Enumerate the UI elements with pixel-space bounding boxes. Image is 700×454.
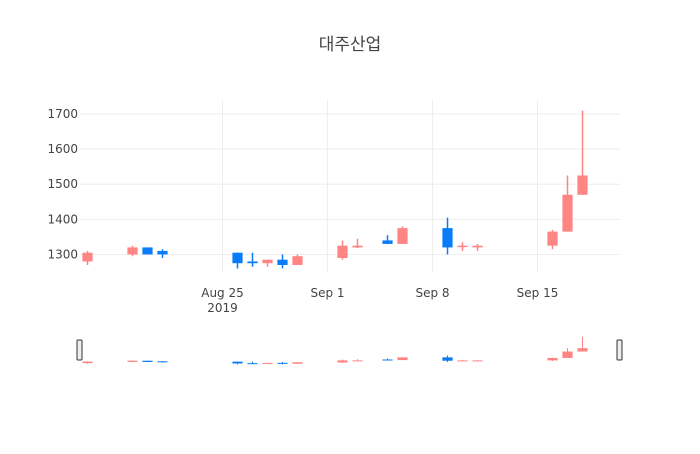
candle[interactable] [472,243,483,251]
candle[interactable] [82,250,93,265]
slider-candle-body [157,361,168,363]
y-axis: 1300 1400 1500 1600 1700 [47,107,78,261]
slider-candle [157,361,168,363]
candle-body [382,240,393,244]
candle-body [142,247,153,255]
grid [80,100,620,272]
slider-candle-body [397,357,408,361]
candle-body [127,247,138,255]
slider-candle-body [262,362,273,364]
candle[interactable] [382,235,393,244]
candle-body [247,261,258,264]
slider-right-handle[interactable] [616,339,623,361]
y-tick-label: 1600 [47,142,78,156]
candle-body [232,252,243,264]
candle[interactable] [577,110,588,195]
candle-body [457,245,468,248]
candle[interactable] [157,249,168,258]
slider-candle [292,361,303,364]
slider-candle-body [547,357,558,361]
slider-candle [142,360,153,362]
slider-candle [232,361,243,365]
candle[interactable] [457,242,468,251]
slider-candle [127,360,138,363]
slider-candle-body [337,360,348,363]
slider-candle-body [232,361,243,364]
slider-candle [562,348,573,358]
candle[interactable] [442,217,453,255]
slider-candle-body [457,360,468,362]
candle[interactable] [397,226,408,244]
candle-body [547,231,558,246]
slider-candle [547,357,558,362]
y-tick-label: 1500 [47,177,78,191]
candle[interactable] [232,252,243,269]
slider-candle [442,355,453,362]
slider-candle [82,361,93,364]
slider-candle [382,358,393,361]
slider-candle-body [352,360,363,362]
candle-body [292,256,303,265]
range-slider[interactable] [76,336,623,365]
chart-title: 대주산업 [318,35,382,55]
slider-candle-body [292,362,303,364]
x-tick-label: Sep 15 [517,286,559,300]
x-tick-label: Aug 25 [201,286,244,300]
candle[interactable] [292,254,303,265]
candle-body [157,250,168,255]
candle[interactable] [562,175,573,232]
candle-body [82,252,93,262]
candle[interactable] [142,247,153,255]
candle-body [337,245,348,258]
slider-candle [457,359,468,362]
slider-candle [247,361,258,365]
candle[interactable] [127,245,138,257]
candle-body [472,245,483,248]
slider-candle [262,362,273,365]
slider-candle [577,336,588,352]
y-tick-label: 1700 [47,107,78,121]
candle[interactable] [352,238,363,249]
x-tick-label: Sep 8 [415,286,449,300]
candle[interactable] [247,252,258,267]
candle[interactable] [262,259,273,267]
slider-candle-body [142,360,153,362]
candle[interactable] [547,229,558,250]
candle-body [562,194,573,232]
slider-candle [472,360,483,362]
y-tick-label: 1300 [47,247,78,261]
slider-candle [337,359,348,363]
candle[interactable] [337,240,348,260]
slider-candle [277,361,288,365]
x-tick-year-label: 2019 [207,301,238,315]
y-tick-label: 1400 [47,212,78,226]
slider-candle-body [382,359,393,361]
x-tick-label: Sep 1 [310,286,344,300]
slider-candle-body [562,351,573,358]
slider-candle [397,357,408,361]
candles [82,110,588,269]
candle-body [262,259,273,264]
slider-candle-body [577,348,588,352]
slider-candle-body [277,362,288,364]
slider-candle-body [82,361,93,364]
slider-candle-body [247,363,258,365]
candle-body [352,245,363,248]
slider-left-handle[interactable] [76,339,83,361]
slider-candle-body [127,360,138,362]
slider-candle-body [472,360,483,362]
candle-body [397,228,408,244]
candle-body [577,175,588,195]
candle-body [277,259,288,265]
candle-body [442,228,453,248]
slider-candle-body [442,357,453,361]
slider-candle [352,359,363,362]
candle[interactable] [277,254,288,269]
